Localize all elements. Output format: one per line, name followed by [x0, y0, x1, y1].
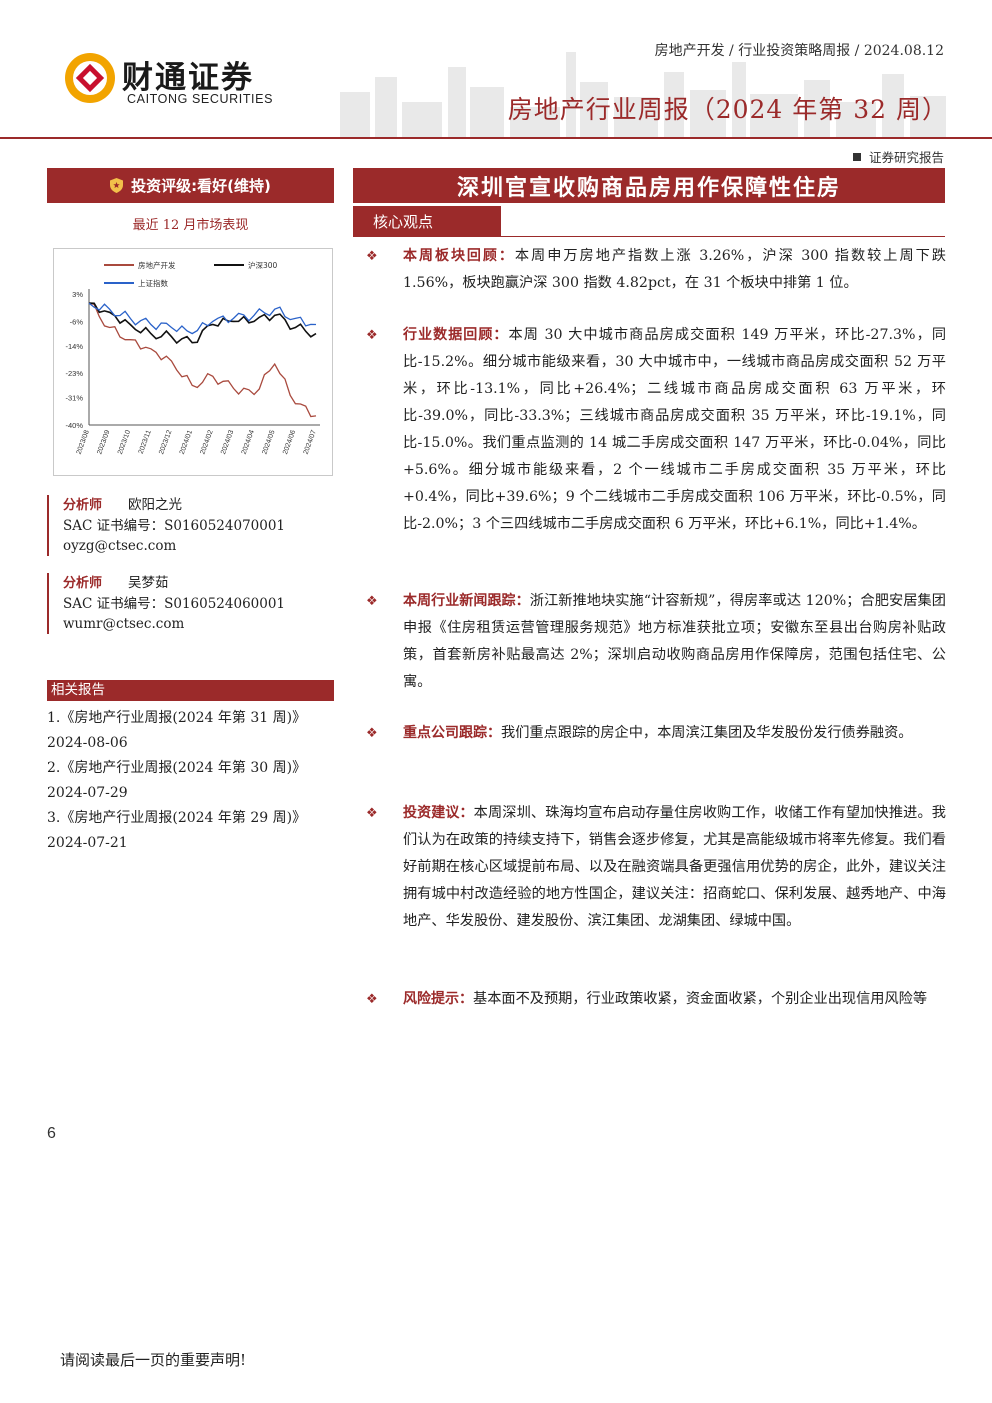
report-title: 房地产行业周报（2024 年第 32 周） — [507, 95, 948, 124]
city-skyline-watermark — [340, 52, 946, 137]
x-tick-label: 2023/12 — [158, 429, 173, 455]
core-divider — [353, 236, 945, 237]
series-line-0 — [88, 302, 317, 418]
bullet-company-tracking: ❖ 重点公司跟踪：我们重点跟踪的房企中，本周滨江集团及华发股份发行债券融资。 — [366, 720, 946, 747]
chart-caption: 最近 12 月市场表现 — [132, 218, 249, 233]
y-tick-label: -31% — [65, 394, 83, 403]
x-tick-label: 2024/06 — [282, 429, 297, 455]
page-number: 6 — [47, 1125, 56, 1142]
diamond-bullet-icon: ❖ — [366, 328, 378, 343]
y-tick-label: 3% — [72, 290, 83, 299]
y-tick-label: -23% — [65, 369, 83, 378]
analyst-1: 分析师 欧阳之光 SAC 证书编号：S0160524070001 oyzg@cts… — [47, 495, 350, 556]
header-divider — [0, 137, 992, 139]
core-views-heading: 核心观点 — [353, 206, 501, 236]
bullet-sector-review: ❖ 本周板块回顾：本周申万房地产指数上涨 3.26%，沪深 300 指数较上周下… — [366, 243, 946, 297]
diamond-bullet-icon: ❖ — [366, 726, 378, 741]
analyst-cert: SAC 证书编号：S0160524070001 — [63, 518, 286, 534]
investment-rating: 投资评级:看好(维持) — [47, 168, 334, 203]
bullet-label: 本周行业新闻跟踪： — [403, 593, 530, 609]
related-report-title[interactable]: 3.《房地产行业周报(2024 年第 29 周)》 — [47, 810, 307, 826]
bullet-label: 重点公司跟踪： — [403, 725, 501, 741]
x-tick-label: 2024/03 — [220, 429, 235, 455]
x-tick-label: 2024/01 — [179, 429, 194, 455]
analyst-name: 欧阳之光 — [128, 497, 183, 513]
related-report-date: 2024-07-29 — [47, 785, 128, 801]
bullet-risk-warning: ❖ 风险提示：基本面不及预期，行业政策收紧，资金面收紧，个别企业出现信用风险等 — [366, 986, 946, 1013]
report-type: 证券研究报告 — [852, 147, 944, 166]
brand-name-en: CAITONG SECURITIES — [127, 92, 274, 106]
analyst-label: 分析师 — [63, 576, 103, 591]
related-report-date: 2024-07-21 — [47, 835, 128, 851]
bullet-text: 浙江新推地块实施“计容新规”，得房率或达 120%；合肥安居集团申报《住房租赁运… — [403, 593, 946, 690]
bullet-label: 投资建议： — [403, 805, 474, 821]
analyst-email[interactable]: wumr@ctsec.com — [63, 616, 185, 632]
diamond-bullet-icon: ❖ — [366, 992, 378, 1007]
analyst-email[interactable]: oyzg@ctsec.com — [63, 538, 177, 554]
performance-line-chart: 3% -6% -14% -23% -31% -40%2023/08 2023/09 2023/… — [65, 260, 320, 455]
y-tick-label: -14% — [65, 342, 83, 351]
report-type-label: 证券研究报告 — [868, 150, 944, 165]
analyst-2: 分析师 吴梦茹 SAC 证书编号：S0160524060001 wumr@ctse… — [47, 573, 350, 634]
analyst-label: 分析师 — [63, 498, 103, 513]
x-tick-label: 2023/08 — [76, 429, 91, 455]
diamond-bullet-icon: ❖ — [366, 806, 378, 821]
market-performance-chart: 3% -6% -14% -23% -31% -40% 2023/08 2023/09 2023/… — [53, 248, 333, 476]
series-line-2 — [88, 302, 317, 335]
square-bullet-icon — [852, 153, 861, 161]
shield-icon — [110, 178, 124, 193]
rating-text: 投资评级:看好(维持) — [131, 177, 271, 195]
bullet-text: 本周 30 大中城市商品房成交面积 149 万平米，环比-27.3%，同比-15… — [403, 327, 947, 532]
caitong-logo-icon — [65, 53, 115, 103]
disclaimer-note: 请阅读最后一页的重要声明! — [60, 1351, 247, 1369]
x-tick-label: 2023/10 — [117, 429, 132, 455]
brand-name-cn: 财通证券 — [122, 60, 254, 96]
main-title: 深圳官宣收购商品房用作保障性住房 — [353, 168, 945, 203]
analyst-cert: SAC 证书编号：S0160524060001 — [63, 596, 286, 612]
related-report-title[interactable]: 2.《房地产行业周报(2024 年第 30 周)》 — [47, 760, 307, 776]
x-tick-label: 2024/05 — [261, 429, 276, 455]
x-tick-label: 2024/02 — [199, 429, 214, 455]
legend-label: 上证指数 — [138, 278, 168, 288]
breadcrumb: 房地产开发 / 行业投资策略周报 / 2024.08.12 — [654, 43, 944, 59]
bullet-news-tracking: ❖ 本周行业新闻跟踪：浙江新推地块实施“计容新规”，得房率或达 120%；合肥安… — [366, 588, 946, 696]
bullet-text: 本周申万房地产指数上涨 3.26%，沪深 300 指数较上周下跌 1.56%，板… — [403, 248, 946, 291]
bullet-label: 本周板块回顾： — [403, 248, 515, 264]
diamond-bullet-icon: ❖ — [366, 249, 378, 264]
related-reports-list: 1.《房地产行业周报(2024 年第 31 周)》 2024-08-06 2.《… — [47, 706, 347, 856]
legend-label: 房地产开发 — [138, 260, 176, 270]
x-tick-label: 2024/07 — [303, 429, 318, 455]
x-tick-label: 2024/04 — [241, 429, 256, 455]
related-report-title[interactable]: 1.《房地产行业周报(2024 年第 31 周)》 — [47, 710, 307, 726]
bullet-label: 行业数据回顾： — [403, 327, 509, 343]
y-tick-label: -6% — [70, 317, 84, 326]
x-tick-label: 2023/09 — [96, 429, 111, 455]
diamond-bullet-icon: ❖ — [366, 594, 378, 609]
related-report-date: 2024-08-06 — [47, 735, 128, 751]
series-line-1 — [88, 302, 317, 345]
bullet-text: 我们重点跟踪的房企中，本周滨江集团及华发股份发行债券融资。 — [501, 725, 913, 741]
related-reports-heading: 相关报告 — [47, 680, 334, 701]
bullet-text: 本周深圳、珠海均宣布启动存量住房收购工作，收储工作有望加快推进。我们认为在政策的… — [403, 805, 946, 929]
bullet-label: 风险提示： — [403, 991, 473, 1007]
legend-label: 沪深300 — [248, 260, 278, 270]
x-tick-label: 2023/11 — [138, 429, 153, 455]
y-tick-label: -40% — [65, 421, 83, 430]
bullet-data-review: ❖ 行业数据回顾：本周 30 大中城市商品房成交面积 149 万平米，环比-27… — [366, 322, 946, 538]
bullet-text: 基本面不及预期，行业政策收紧，资金面收紧，个别企业出现信用风险等 — [473, 991, 928, 1007]
analyst-name: 吴梦茹 — [128, 575, 169, 591]
bullet-investment-advice: ❖ 投资建议：本周深圳、珠海均宣布启动存量住房收购工作，收储工作有望加快推进。我… — [366, 800, 946, 935]
